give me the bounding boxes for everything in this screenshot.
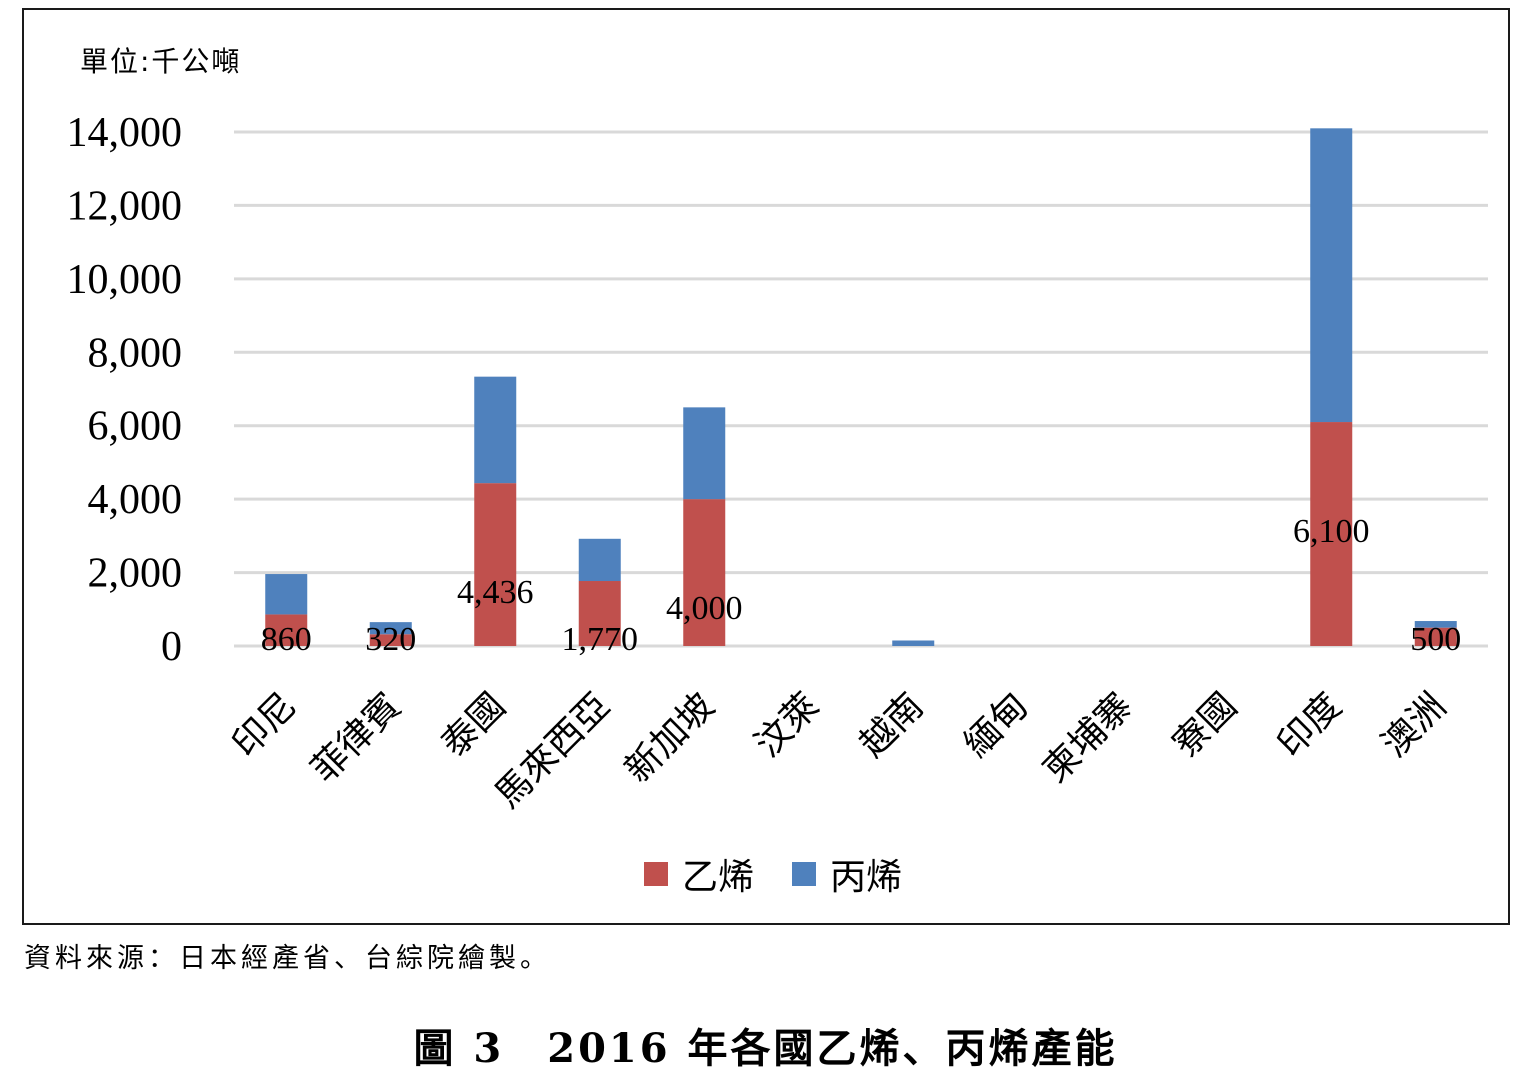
y-tick-label: 14,000 xyxy=(67,110,183,156)
unit-label: 單位:千公噸 xyxy=(80,45,242,78)
bar-ethylene xyxy=(265,614,308,646)
x-tick-label: 泰國 xyxy=(434,685,514,765)
legend-item-ethylene: 乙烯 xyxy=(644,848,754,900)
x-tick-label: 汶萊 xyxy=(747,685,827,765)
legend-swatch-ethylene xyxy=(644,862,668,886)
y-tick-label: 10,000 xyxy=(67,257,183,303)
bar-propylene xyxy=(1310,128,1353,423)
bar-ethylene xyxy=(369,634,412,646)
x-tick-label: 印尼 xyxy=(225,685,305,765)
bar-propylene xyxy=(578,538,621,582)
bar-ethylene xyxy=(474,483,517,646)
bar-propylene xyxy=(474,376,517,484)
figure-caption: 圖 3 2016 年各國乙烯、丙烯產能 xyxy=(413,1025,1118,1072)
bar-ethylene xyxy=(578,581,621,646)
source-note: 資料來源：日本經產省、台綜院繪製。 xyxy=(24,943,551,974)
data-label: 4,000 xyxy=(666,590,743,627)
bar-propylene xyxy=(1414,621,1457,628)
x-tick-label: 新加坡 xyxy=(617,685,722,790)
data-label: 4,436 xyxy=(457,574,534,611)
y-tick-label: 2,000 xyxy=(88,551,183,597)
chart-frame: 0 2,000 4,000 6,000 8,000 10,000 12,000 14,000 8… xyxy=(22,8,1510,925)
x-tick-label: 馬來西亞 xyxy=(487,685,618,816)
x-tick-label: 寮國 xyxy=(1165,685,1245,765)
legend-item-propylene: 丙烯 xyxy=(792,848,902,900)
chart-plot: 0 2,000 4,000 6,000 8,000 10,000 12,000 14,000 8… xyxy=(67,110,1488,816)
y-tick-label: 0 xyxy=(161,624,182,670)
x-tick-label: 印度 xyxy=(1270,685,1350,765)
x-tick-label: 緬甸 xyxy=(956,685,1036,765)
bar-ethylene xyxy=(683,499,726,646)
x-tick-label: 澳洲 xyxy=(1374,685,1454,765)
x-tick-label: 越南 xyxy=(852,685,932,765)
bar-propylene xyxy=(369,622,412,635)
bar-propylene xyxy=(683,407,726,500)
y-tick-label: 6,000 xyxy=(88,404,183,450)
legend-label-ethylene: 乙烯 xyxy=(682,857,755,898)
bar-ethylene xyxy=(1310,422,1353,646)
legend-label-propylene: 丙烯 xyxy=(830,857,903,898)
y-tick-label: 12,000 xyxy=(67,183,183,229)
bar-propylene xyxy=(892,640,935,646)
bar-propylene xyxy=(265,574,308,615)
bar-ethylene xyxy=(1414,627,1457,646)
data-label: 500 xyxy=(1410,621,1461,658)
data-label: 1,770 xyxy=(562,621,639,658)
data-label: 860 xyxy=(261,621,312,658)
legend-swatch-propylene xyxy=(792,862,817,886)
x-tick-label: 菲律賓 xyxy=(304,685,409,790)
x-tick-label: 柬埔寨 xyxy=(1035,685,1140,790)
legend: 乙烯 丙烯 xyxy=(644,848,902,900)
data-label: 6,100 xyxy=(1293,513,1370,550)
y-tick-label: 4,000 xyxy=(88,477,183,523)
y-tick-label: 8,000 xyxy=(88,330,183,376)
data-label: 320 xyxy=(365,621,416,658)
